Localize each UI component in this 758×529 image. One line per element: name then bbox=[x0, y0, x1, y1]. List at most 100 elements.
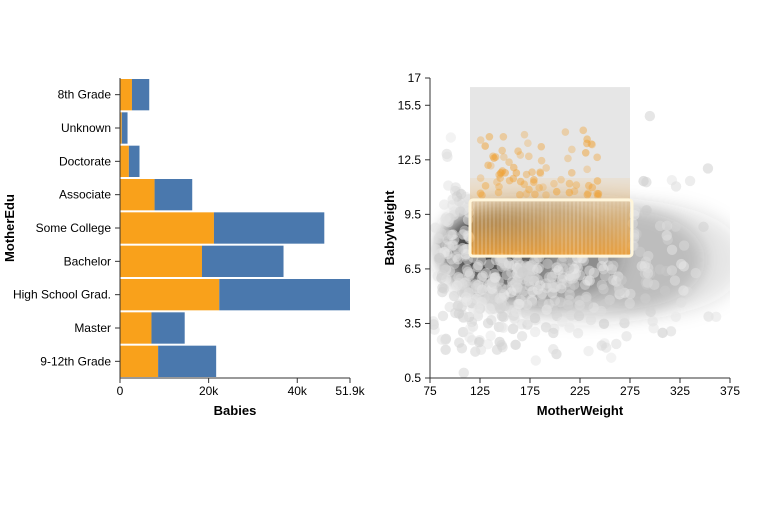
x-tick-label: 375 bbox=[720, 384, 740, 398]
hex-point bbox=[644, 110, 656, 122]
hex-point bbox=[440, 213, 451, 225]
x-tick-label: 275 bbox=[620, 384, 640, 398]
hex-point bbox=[461, 295, 473, 306]
x-tick-label: 0 bbox=[117, 384, 124, 398]
hex-point bbox=[549, 295, 561, 306]
hex-point bbox=[484, 303, 495, 314]
hex-point bbox=[455, 206, 466, 217]
stripe bbox=[541, 201, 543, 257]
hex-point bbox=[437, 310, 449, 322]
selected-point bbox=[530, 176, 538, 184]
hex-point bbox=[605, 352, 617, 363]
bar-segment[interactable] bbox=[131, 79, 150, 111]
hex-point bbox=[621, 331, 632, 342]
hex-point bbox=[501, 269, 512, 281]
bar-segment[interactable] bbox=[154, 179, 193, 211]
selected-point bbox=[593, 153, 601, 162]
hex-point bbox=[676, 297, 687, 308]
bar-segment[interactable] bbox=[128, 145, 140, 177]
hex-point bbox=[608, 260, 619, 271]
hex-point bbox=[489, 272, 501, 283]
bar-segment[interactable] bbox=[120, 279, 220, 311]
selected-point bbox=[579, 126, 588, 135]
hex-point bbox=[457, 279, 468, 290]
y-axis-title-right: BabyWeight bbox=[382, 190, 397, 266]
selected-point bbox=[497, 168, 506, 177]
hex-point bbox=[498, 322, 509, 333]
bar-segment[interactable] bbox=[158, 345, 217, 377]
selected-point bbox=[481, 142, 490, 150]
bar-segment[interactable] bbox=[219, 279, 350, 311]
hex-point bbox=[430, 222, 441, 233]
hex-point bbox=[582, 275, 593, 286]
hex-point bbox=[448, 290, 460, 302]
selected-point bbox=[565, 179, 574, 188]
bar-segment[interactable] bbox=[120, 145, 129, 177]
hex-point bbox=[440, 334, 451, 346]
stripe bbox=[501, 201, 503, 257]
x-tick-label: 175 bbox=[520, 384, 540, 398]
stripe bbox=[589, 201, 591, 257]
bar-segment[interactable] bbox=[213, 212, 325, 244]
selected-point bbox=[501, 168, 509, 177]
hex-point bbox=[596, 260, 608, 272]
hex-point bbox=[506, 287, 517, 298]
bar-segment[interactable] bbox=[201, 245, 284, 277]
hex-point bbox=[495, 302, 507, 313]
selected-point bbox=[583, 139, 591, 148]
x-tick-label: 325 bbox=[670, 384, 690, 398]
hex-point bbox=[452, 254, 464, 265]
hex-point bbox=[642, 277, 654, 289]
selected-point bbox=[498, 167, 507, 175]
selected-point bbox=[593, 189, 601, 198]
hex-point bbox=[564, 322, 575, 333]
selected-point bbox=[499, 132, 508, 141]
bar-segment[interactable] bbox=[120, 212, 214, 244]
bar-segment[interactable] bbox=[151, 312, 185, 344]
hex-point bbox=[599, 270, 611, 282]
hex-point bbox=[442, 248, 453, 260]
stripe bbox=[605, 201, 607, 257]
hex-point bbox=[511, 277, 522, 288]
bar-segment[interactable] bbox=[120, 79, 132, 111]
bar-segment[interactable] bbox=[120, 245, 202, 277]
selected-point bbox=[496, 174, 505, 182]
bar-segment[interactable] bbox=[120, 345, 159, 377]
hex-point bbox=[483, 259, 495, 270]
selected-point bbox=[490, 154, 498, 162]
hex-point bbox=[669, 275, 681, 286]
bar-segment[interactable] bbox=[120, 312, 152, 344]
selected-point bbox=[495, 171, 503, 179]
bar-segment[interactable] bbox=[120, 112, 122, 144]
stripe bbox=[481, 201, 483, 257]
selected-point bbox=[584, 189, 592, 198]
x-axis-title-right: MotherWeight bbox=[537, 403, 624, 418]
hex-point bbox=[574, 299, 585, 311]
category-label: Master bbox=[74, 321, 111, 335]
hex-point bbox=[461, 263, 473, 275]
hex-point bbox=[472, 308, 483, 320]
x-tick-label: 40k bbox=[288, 384, 308, 398]
hex-point bbox=[654, 264, 666, 275]
hex-point bbox=[598, 318, 610, 329]
selected-point bbox=[584, 181, 593, 190]
y-tick-label: 0.5 bbox=[404, 371, 421, 385]
stripe bbox=[625, 201, 627, 257]
hex-point bbox=[513, 298, 524, 310]
hex-point bbox=[640, 293, 651, 304]
hex-point bbox=[529, 312, 541, 324]
brush-outline[interactable] bbox=[468, 198, 634, 258]
hex-point bbox=[436, 269, 448, 280]
hex-point bbox=[443, 180, 454, 191]
hex-point bbox=[540, 322, 552, 333]
stripe bbox=[505, 201, 507, 257]
hex-point bbox=[521, 299, 533, 310]
selected-point bbox=[520, 180, 529, 189]
selected-point bbox=[522, 190, 531, 198]
bar-segment[interactable] bbox=[121, 112, 128, 144]
x-tick-label: 20k bbox=[199, 384, 219, 398]
bar-segment[interactable] bbox=[120, 179, 155, 211]
hex-point bbox=[464, 332, 475, 343]
hex-point bbox=[710, 311, 722, 323]
